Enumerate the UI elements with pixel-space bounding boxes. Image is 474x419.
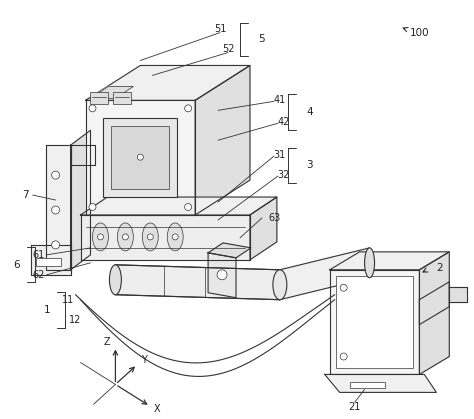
Polygon shape (46, 145, 71, 270)
Bar (111, 126, 169, 189)
Polygon shape (85, 101, 195, 215)
Bar (336, 276, 413, 368)
Text: 63: 63 (269, 213, 281, 223)
Polygon shape (71, 145, 95, 165)
Circle shape (89, 105, 96, 112)
Text: 2: 2 (436, 263, 443, 273)
Text: 52: 52 (222, 44, 234, 54)
Bar (113, 92, 131, 104)
Ellipse shape (365, 248, 374, 278)
Text: 7: 7 (22, 190, 29, 200)
Circle shape (217, 270, 227, 280)
Ellipse shape (167, 223, 183, 251)
Ellipse shape (109, 265, 121, 295)
Circle shape (185, 204, 191, 210)
Text: X: X (154, 404, 161, 414)
Polygon shape (208, 243, 251, 258)
Polygon shape (115, 265, 280, 300)
Polygon shape (280, 248, 370, 300)
Text: 42: 42 (278, 117, 290, 127)
Polygon shape (250, 197, 277, 260)
Bar (91, 92, 109, 104)
Ellipse shape (142, 223, 158, 251)
Polygon shape (81, 197, 277, 215)
Polygon shape (195, 65, 250, 215)
Circle shape (122, 234, 128, 240)
Polygon shape (91, 86, 133, 98)
Circle shape (52, 241, 60, 249)
Text: 32: 32 (278, 170, 290, 180)
Circle shape (185, 105, 191, 112)
Polygon shape (208, 253, 236, 298)
Text: Y: Y (141, 355, 147, 365)
Text: 31: 31 (273, 150, 286, 160)
Text: 3: 3 (307, 160, 313, 170)
Circle shape (172, 234, 178, 240)
Bar (36, 258, 61, 266)
Polygon shape (71, 130, 91, 270)
Ellipse shape (273, 270, 287, 300)
Circle shape (340, 353, 347, 360)
Circle shape (98, 234, 103, 240)
Text: 62: 62 (33, 270, 45, 280)
Circle shape (52, 206, 60, 214)
Polygon shape (330, 270, 419, 375)
Text: 21: 21 (348, 402, 361, 412)
Polygon shape (419, 282, 449, 325)
Ellipse shape (118, 223, 133, 251)
Polygon shape (330, 252, 449, 270)
Circle shape (147, 234, 153, 240)
Bar (350, 383, 384, 388)
Text: 5: 5 (259, 34, 265, 44)
Polygon shape (85, 65, 250, 101)
Text: Z: Z (104, 336, 111, 347)
Circle shape (340, 284, 347, 291)
Text: 11: 11 (63, 295, 75, 305)
Circle shape (137, 154, 143, 160)
Text: 41: 41 (273, 96, 286, 105)
Text: 12: 12 (69, 315, 82, 325)
Text: 51: 51 (214, 23, 226, 34)
Bar (103, 118, 177, 197)
Text: 100: 100 (410, 28, 429, 38)
Circle shape (52, 171, 60, 179)
Ellipse shape (92, 223, 109, 251)
Text: 1: 1 (43, 305, 50, 315)
Polygon shape (325, 375, 437, 392)
Text: 61: 61 (33, 250, 45, 260)
Polygon shape (419, 252, 449, 375)
Circle shape (89, 204, 96, 210)
Text: 6: 6 (13, 260, 20, 270)
Polygon shape (81, 215, 250, 260)
Polygon shape (449, 287, 467, 302)
Text: 4: 4 (307, 107, 313, 117)
Polygon shape (31, 245, 71, 275)
